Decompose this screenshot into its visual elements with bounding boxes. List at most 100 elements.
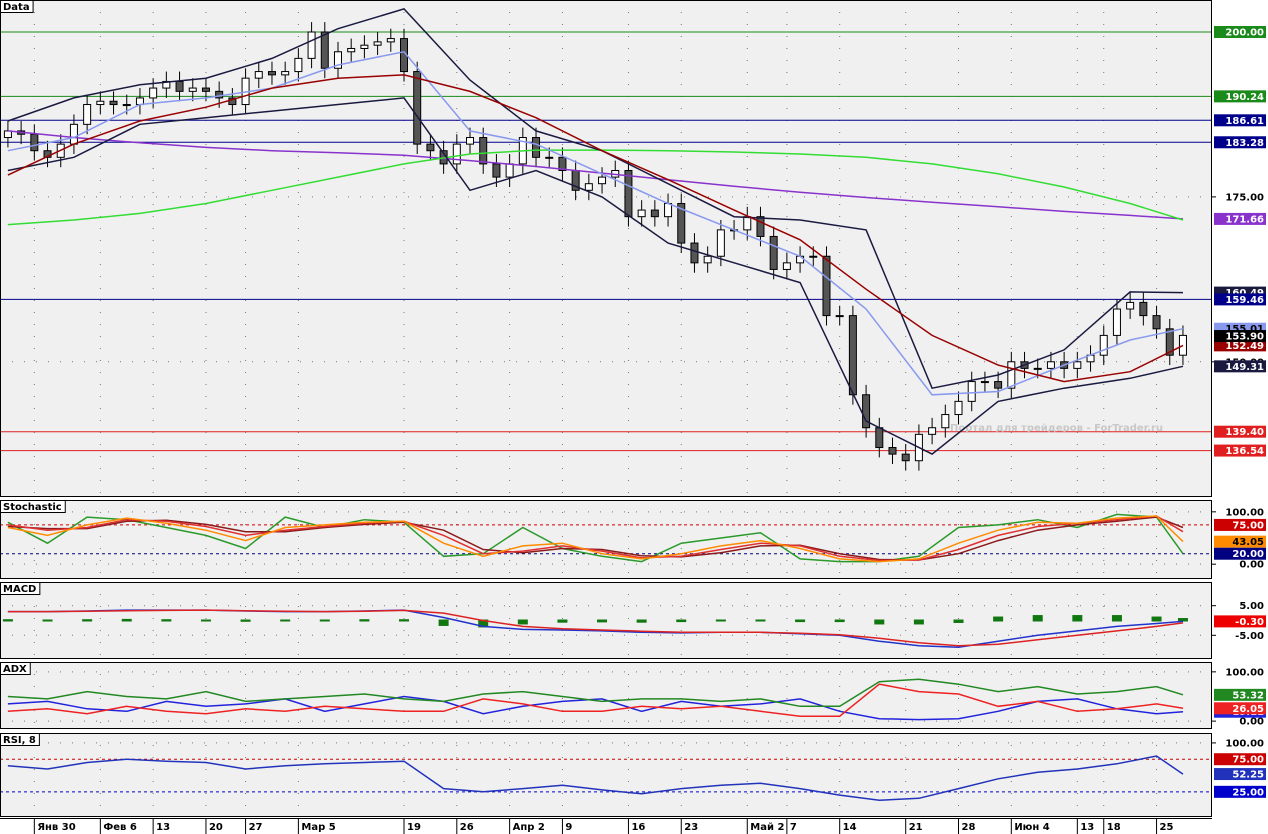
panel-title: MACD [3,584,36,595]
candle-body [1139,301,1148,317]
candle-body [1033,367,1042,370]
candle-body [373,41,382,46]
indicator-line [7,515,1184,562]
x-tick-label: 25 [1160,822,1174,833]
x-tick-label: 18 [1107,822,1121,833]
candle-body [347,47,356,53]
histogram-bar [42,619,53,622]
value-tag: 139.40 [1225,427,1264,438]
histogram-bar [438,619,449,626]
value-tag: -0.30 [1235,617,1264,628]
candle-body [637,209,646,218]
panel-background [0,0,1212,497]
candle-body [928,427,937,435]
x-tick-label: 14 [843,822,857,833]
x-tick-label: 19 [407,822,421,833]
histogram-bar [478,619,489,628]
indicator-line [7,513,1184,563]
y-tick-label: 0.00 [1239,560,1264,571]
candle-body [809,255,818,258]
candle-body [3,130,12,139]
candle-body [888,447,897,455]
indicator-line [7,97,1184,455]
value-tag-box [1214,25,1266,38]
candle-body [1046,361,1055,369]
candle-body [426,143,435,152]
y-tick-label: 175.00 [1225,192,1264,203]
candle-body [532,137,541,158]
candle-body [743,216,752,231]
candle-body [452,143,461,165]
indicator-line [7,50,1184,396]
candle-body [782,262,791,270]
value-tag: 183.28 [1225,138,1264,149]
candle-body [1165,328,1174,356]
candle-body [1073,361,1082,369]
candle-body [901,453,910,462]
panel-background [0,733,1212,817]
histogram-bar [280,619,291,622]
value-tag-box [1214,444,1266,457]
value-tag: 52.25 [1232,770,1264,781]
candle-body [822,255,831,317]
value-tag-box [1214,615,1266,628]
candle-body [83,104,92,125]
panel-background [0,500,1212,579]
indicator-line [7,755,1184,802]
candle-body [122,104,131,107]
candle-body [320,31,329,69]
candle-body [281,71,290,76]
candle-body [492,163,501,178]
histogram-bar [240,619,251,622]
candle-body [703,255,712,264]
value-tag-box [1214,360,1266,373]
histogram-bar [834,619,845,623]
candle-body [505,163,514,178]
histogram-bar [1072,615,1083,622]
candle-body [994,381,1003,389]
histogram-bar [953,619,964,623]
y-tick-label: 100.00 [1225,507,1264,518]
histogram-bar [676,619,687,623]
x-tick-label: 21 [909,822,923,833]
candle-body [109,100,118,106]
candle-body [201,87,210,92]
candle-body [386,38,395,43]
value-tag: 159.46 [1225,295,1264,306]
indicator-line [7,516,1184,561]
candle-body [254,71,263,79]
value-tag: 75.00 [1232,520,1264,531]
candle-body [360,44,369,49]
histogram-bar [795,619,806,623]
candle-body [479,137,488,165]
candle-body [677,202,686,244]
candle-body [267,71,276,76]
candle-body [862,394,871,429]
panel-title: Stochastic [3,502,62,513]
y-tick-label: 5.00 [1239,601,1264,612]
watermark: Портал для трейдеров - ForTrader.ru [950,423,1163,434]
panel-border [0,662,1212,729]
indicator-line [7,609,1184,647]
panel-title: RSI, 8 [3,735,36,746]
x-tick-label: 26 [460,822,474,833]
histogram-bar [2,619,13,622]
candle-body [30,133,39,152]
value-tag: 171.66 [1225,214,1264,225]
histogram-bar [715,619,726,622]
histogram-bar [161,619,172,622]
candle-body [980,381,989,384]
candle-body [1112,308,1121,336]
value-tag: 152.49 [1225,341,1264,352]
value-tag: 153.90 [1225,332,1264,343]
candle-body [664,202,673,218]
x-tick-label: Фев 6 [103,822,137,833]
value-tag-box [1214,688,1266,701]
value-tag-box [1214,212,1266,225]
histogram-bar [121,618,132,622]
y-tick-label: 100.00 [1225,738,1264,749]
x-tick-label: Май 2 [750,822,784,833]
candle-body [558,156,567,172]
value-tag-box [1214,785,1266,798]
